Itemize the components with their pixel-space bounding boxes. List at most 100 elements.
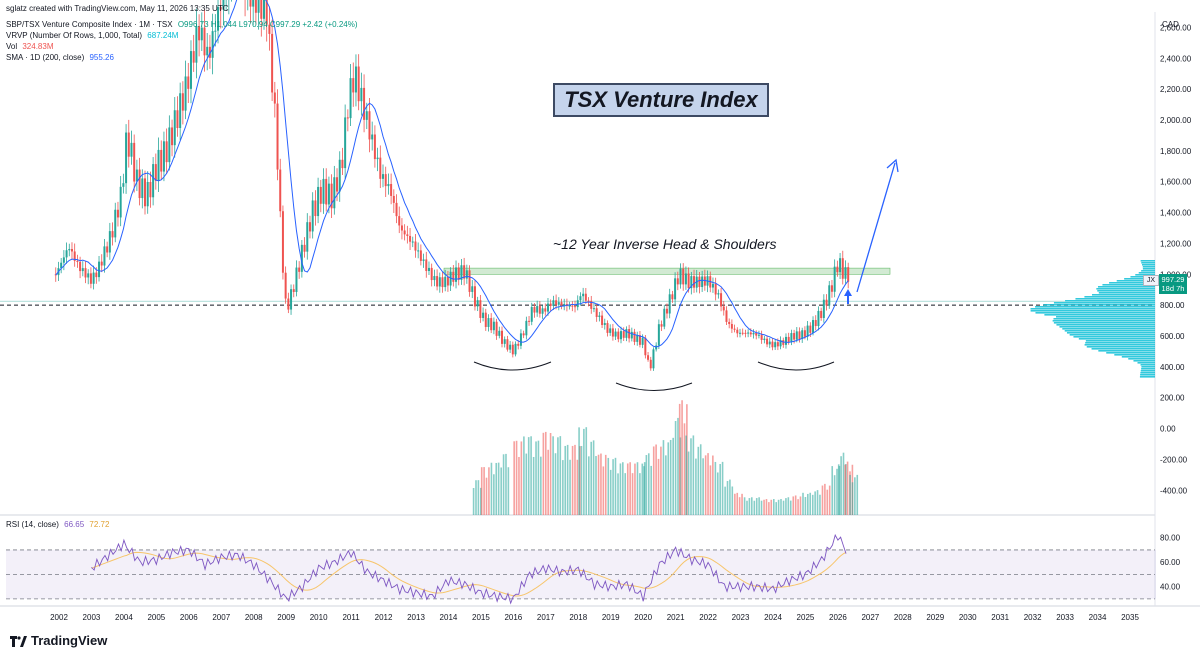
candle-body xyxy=(533,307,536,313)
volume-bar xyxy=(707,453,709,515)
time-tick-label: 2022 xyxy=(699,613,717,622)
volume-bar xyxy=(609,469,612,515)
vrvp-bar xyxy=(1128,358,1155,360)
volume-bar xyxy=(495,462,498,515)
symbol-legend[interactable]: SBP/TSX Venture Composite Index · 1M · T… xyxy=(6,20,358,30)
candle-body xyxy=(557,302,560,305)
candle-body xyxy=(379,157,382,179)
candle-body xyxy=(254,0,257,13)
candle-body xyxy=(449,271,452,286)
sma-legend[interactable]: SMA · 1D (200, close) 955.26 xyxy=(6,53,114,63)
candle-body xyxy=(536,306,539,313)
volume-bar xyxy=(741,493,743,515)
time-tick-label: 2023 xyxy=(732,613,750,622)
volume-bar xyxy=(600,453,602,515)
candle-body xyxy=(433,276,436,281)
candle-body xyxy=(135,169,138,182)
time-tick-label: 2010 xyxy=(310,613,328,622)
volume-bar xyxy=(851,482,854,515)
candle-body xyxy=(330,183,333,209)
target-arrowhead-icon xyxy=(886,158,899,173)
volume-bar xyxy=(580,445,583,515)
volume-bar xyxy=(734,493,736,515)
vrvp-bar xyxy=(1084,296,1155,298)
price-tick-label: 2,400.00 xyxy=(1160,54,1192,63)
candle-body xyxy=(344,117,347,169)
symbol-name: SBP/TSX Venture Composite Index · 1M · T… xyxy=(6,20,173,29)
up-arrowhead-icon xyxy=(844,289,852,296)
rsi-tick-label: 60.00 xyxy=(1160,558,1181,567)
candle-body xyxy=(498,330,501,336)
vrvp-bar xyxy=(1056,316,1155,318)
volume-bar xyxy=(792,496,795,515)
candle-body xyxy=(801,330,804,340)
candle-body xyxy=(812,320,815,333)
volume-bar xyxy=(544,431,547,515)
price-tick-label: 1,800.00 xyxy=(1160,147,1192,156)
candle-body xyxy=(430,267,433,281)
candle-body xyxy=(766,338,769,345)
volume-bar xyxy=(677,417,679,515)
candle-body xyxy=(103,246,106,266)
candle-body xyxy=(701,276,704,288)
time-tick-label: 2020 xyxy=(634,613,652,622)
candle-body xyxy=(576,300,579,308)
vol-label: Vol xyxy=(6,42,18,51)
pattern-label[interactable]: ~12 Year Inverse Head & Shoulders xyxy=(553,236,777,252)
candle-body xyxy=(644,337,647,356)
time-tick-label: 2013 xyxy=(407,613,425,622)
candle-body xyxy=(146,181,149,207)
volume-bar xyxy=(811,494,814,515)
volume-bar xyxy=(709,465,712,515)
vrvp-bar xyxy=(1066,332,1155,334)
candle-body xyxy=(295,267,298,292)
candle-body xyxy=(595,308,598,317)
rsi-legend[interactable]: RSI (14, close) 66.65 72.72 xyxy=(6,520,109,530)
volume-bar xyxy=(836,468,838,515)
vrvp-legend[interactable]: VRVP (Number Of Rows, 1,000, Total) 687.… xyxy=(6,31,178,41)
price-tick-label: 1,600.00 xyxy=(1160,178,1192,187)
candle-body xyxy=(684,273,687,285)
candle-body xyxy=(793,333,796,340)
time-tick-label: 2029 xyxy=(926,613,944,622)
candle-body xyxy=(663,308,666,327)
candle-body xyxy=(809,325,812,333)
volume-bar xyxy=(846,461,849,515)
volume-bar xyxy=(849,474,851,515)
candle-body xyxy=(787,336,790,342)
candle-body xyxy=(317,186,320,217)
volume-bar xyxy=(819,494,821,515)
candle-body xyxy=(455,267,458,282)
volume-bar xyxy=(641,463,644,515)
tradingview-logo[interactable]: TradingView xyxy=(10,633,107,648)
candle-body xyxy=(755,332,758,336)
vrvp-bar xyxy=(1141,366,1155,368)
volume-bar xyxy=(650,465,652,515)
chart-title-box[interactable]: TSX Venture Index xyxy=(553,83,769,117)
sma-line xyxy=(55,0,849,348)
volume-bar xyxy=(672,437,674,515)
vrvp-bar xyxy=(1142,264,1155,266)
price-tick-label: 0.00 xyxy=(1160,425,1176,434)
candle-body xyxy=(779,340,782,347)
candle-body xyxy=(733,328,736,330)
candle-body xyxy=(411,241,414,243)
candle-body xyxy=(149,181,152,198)
vrvp-bar xyxy=(1062,328,1155,330)
vrvp-bar xyxy=(1043,304,1155,306)
volume-bar xyxy=(738,497,741,515)
candle-body xyxy=(179,93,182,129)
candle-body xyxy=(279,169,282,212)
volume-bar xyxy=(669,439,672,515)
candle-body xyxy=(157,149,160,181)
candle-body xyxy=(252,0,255,7)
volume-bar xyxy=(576,459,579,515)
candle-body xyxy=(268,24,271,34)
volume-bar xyxy=(816,490,819,515)
candle-body xyxy=(382,174,385,179)
candle-body xyxy=(111,231,114,238)
vol-legend[interactable]: Vol 324.83M xyxy=(6,42,54,52)
candle-body xyxy=(436,276,439,287)
price-tick-label: 2,600.00 xyxy=(1160,23,1192,32)
